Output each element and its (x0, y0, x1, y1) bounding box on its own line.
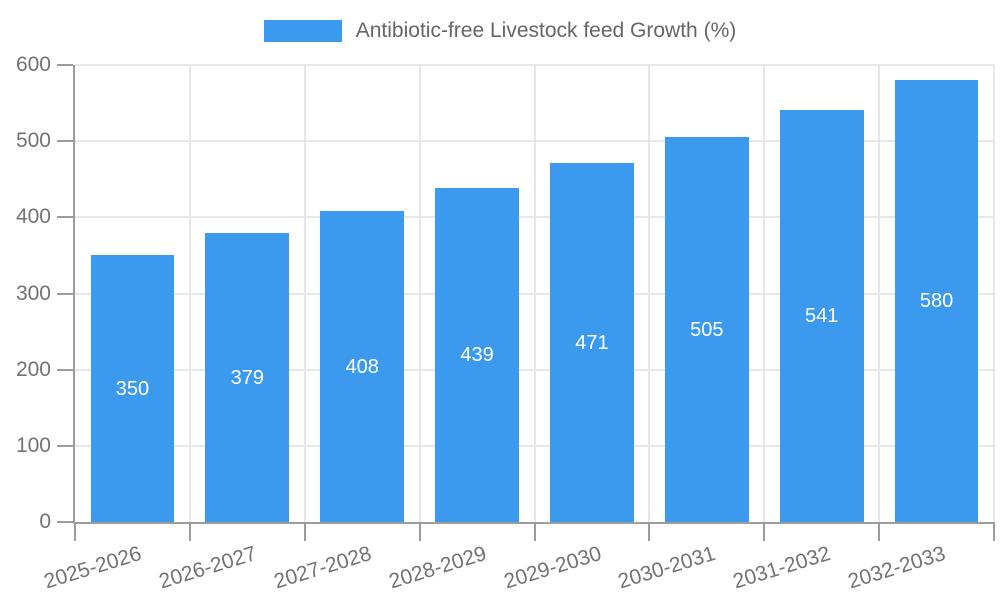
bar[interactable] (550, 163, 634, 522)
x-axis-line (73, 522, 994, 524)
y-tick-mark (57, 292, 73, 295)
bar[interactable] (779, 109, 864, 522)
bar[interactable] (320, 211, 405, 522)
x-axis-tick-label: 2027-2028 (271, 542, 374, 594)
x-axis-tick-label: 2029-2030 (500, 542, 604, 594)
plot-area: 0 100 200 300 400 500 600 350 2025-2026 379 2026-2… (16, 53, 995, 593)
x-tick-mark (993, 522, 995, 541)
x-tick-mark (878, 522, 881, 541)
x-tick-mark (74, 522, 76, 541)
y-tick-mark (57, 64, 73, 66)
y-axis-tick-label: 200 (15, 357, 51, 381)
x-gridline (763, 65, 766, 522)
bar[interactable] (205, 233, 290, 522)
x-axis-tick-label: 2030-2031 (615, 542, 719, 594)
x-gridline (188, 65, 191, 522)
x-axis-tick-label: 2031-2032 (730, 542, 834, 594)
bar[interactable] (90, 255, 175, 522)
bar-value-label: 439 (460, 343, 494, 366)
y-tick-mark (57, 368, 73, 371)
x-axis-tick-label: 2026-2027 (156, 542, 260, 594)
x-tick-mark (648, 522, 651, 541)
x-gridline (648, 65, 651, 522)
y-tick-mark (57, 444, 73, 447)
x-gridline (303, 65, 306, 522)
bar-value-label: 379 (230, 366, 264, 389)
y-tick-mark (57, 140, 73, 143)
y-axis-tick-label: 500 (15, 129, 51, 153)
y-axis-tick-label: 300 (15, 281, 51, 305)
x-gridline (418, 65, 421, 522)
legend-item[interactable]: Antibiotic-free Livestock feed Growth (%… (0, 19, 1000, 43)
x-tick-mark (418, 522, 421, 541)
legend-label: Antibiotic-free Livestock feed Growth (%… (355, 19, 737, 42)
x-tick-mark (303, 522, 306, 541)
x-tick-mark (533, 522, 536, 541)
bar-value-label: 350 (115, 377, 150, 400)
bar-value-label: 408 (345, 355, 379, 378)
bar-value-label: 541 (805, 304, 839, 327)
bar-value-label: 471 (575, 331, 609, 354)
x-tick-mark (763, 522, 766, 541)
bar-value-label: 580 (919, 290, 954, 313)
y-axis-tick-label: 400 (15, 205, 51, 229)
x-axis-tick-label: 2032-2033 (845, 542, 949, 594)
y-tick-mark (57, 521, 73, 523)
y-tick-mark (57, 216, 73, 219)
bar-value-label: 505 (690, 318, 724, 341)
bar[interactable] (435, 187, 519, 522)
bar[interactable] (894, 80, 979, 522)
legend-swatch (263, 20, 342, 42)
x-axis-tick-label: 2028-2029 (386, 542, 489, 594)
x-gridline (878, 65, 881, 522)
x-gridline (533, 65, 536, 522)
bar[interactable] (664, 137, 749, 522)
y-axis-tick-label: 0 (39, 510, 51, 533)
y-axis-line (73, 65, 75, 522)
y-axis-tick-label: 100 (15, 433, 51, 457)
y-axis-tick-label: 600 (15, 53, 51, 76)
x-gridline (993, 65, 995, 522)
x-axis-tick-label: 2025-2026 (41, 542, 145, 594)
x-tick-mark (188, 522, 191, 541)
